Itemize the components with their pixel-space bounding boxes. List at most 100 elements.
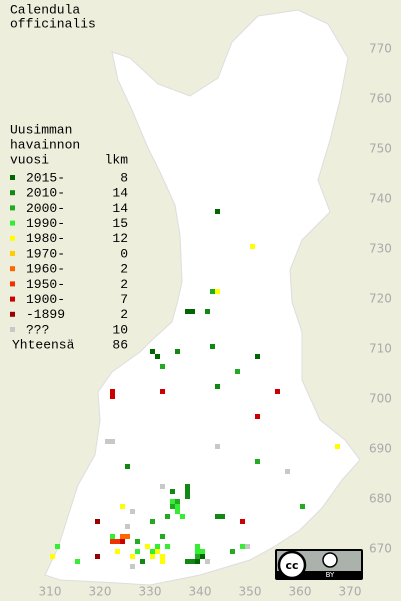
observation-square bbox=[240, 519, 245, 524]
observation-square bbox=[120, 534, 125, 539]
observation-square bbox=[170, 489, 175, 494]
observation-square bbox=[210, 344, 215, 349]
observation-square bbox=[200, 549, 205, 554]
observation-square bbox=[120, 539, 125, 544]
observation-square bbox=[50, 554, 55, 559]
badge-label: BY bbox=[326, 571, 335, 579]
y-tick-label: 710 bbox=[369, 342, 392, 356]
x-tick-label: 330 bbox=[139, 585, 162, 599]
legend-heading: vuosi bbox=[10, 152, 49, 167]
observation-square bbox=[175, 509, 180, 514]
observation-square bbox=[180, 514, 185, 519]
observation-square bbox=[275, 389, 280, 394]
legend-count: 10 bbox=[112, 322, 128, 337]
observation-square bbox=[195, 554, 200, 559]
legend-swatch bbox=[10, 311, 15, 317]
observation-square bbox=[195, 559, 200, 564]
observation-square bbox=[55, 544, 60, 549]
y-tick-label: 740 bbox=[369, 192, 392, 206]
license-badge: cc BY bbox=[275, 549, 363, 580]
legend-count: 14 bbox=[112, 201, 128, 216]
legend-count: 2 bbox=[120, 307, 128, 322]
observation-square bbox=[130, 509, 135, 514]
observation-square bbox=[155, 544, 160, 549]
legend-swatch bbox=[10, 251, 15, 256]
observation-square bbox=[160, 389, 165, 394]
observation-square bbox=[160, 554, 165, 559]
observation-square bbox=[220, 514, 225, 519]
finland-outline bbox=[44, 9, 361, 586]
legend-label: 1970- bbox=[26, 246, 65, 261]
observation-square bbox=[115, 549, 120, 554]
observation-square bbox=[130, 554, 135, 559]
observation-square bbox=[215, 209, 220, 214]
legend-total-label: Yhteensä bbox=[12, 337, 75, 352]
legend-count: 8 bbox=[120, 170, 128, 185]
observation-square bbox=[125, 534, 130, 539]
legend-swatch bbox=[10, 327, 15, 332]
observation-square bbox=[230, 549, 235, 554]
y-tick-label: 690 bbox=[369, 442, 392, 456]
observation-square bbox=[255, 414, 260, 419]
observation-square bbox=[235, 369, 240, 374]
observation-square bbox=[155, 354, 160, 359]
observation-square bbox=[215, 514, 220, 519]
legend-heading: Uusimman bbox=[10, 122, 72, 137]
observation-square bbox=[190, 559, 195, 564]
legend-label: ??? bbox=[26, 322, 49, 337]
observation-square bbox=[285, 469, 290, 474]
observation-square bbox=[190, 309, 195, 314]
observation-square bbox=[160, 484, 165, 489]
observation-square bbox=[170, 504, 175, 509]
observation-square bbox=[110, 389, 115, 394]
legend-count: 2 bbox=[120, 277, 128, 292]
observation-square bbox=[165, 514, 170, 519]
observation-square bbox=[215, 384, 220, 389]
legend-label: 1980- bbox=[26, 231, 65, 246]
observation-square bbox=[165, 544, 170, 549]
x-tick-label: 340 bbox=[189, 585, 212, 599]
cc-logo: cc bbox=[285, 559, 298, 572]
observation-square bbox=[95, 554, 100, 559]
observation-square bbox=[175, 349, 180, 354]
observation-square bbox=[105, 439, 110, 444]
observation-square bbox=[255, 354, 260, 359]
observation-square bbox=[145, 544, 150, 549]
observation-square bbox=[120, 504, 125, 509]
observation-square bbox=[170, 499, 175, 504]
observation-square bbox=[215, 289, 220, 294]
y-tick-label: 770 bbox=[369, 42, 392, 56]
legend-count: 7 bbox=[120, 292, 128, 307]
observation-square bbox=[245, 544, 250, 549]
observation-square bbox=[195, 544, 200, 549]
observation-square bbox=[110, 539, 115, 544]
legend-count: 15 bbox=[112, 216, 128, 231]
x-tick-label: 350 bbox=[239, 585, 262, 599]
observation-square bbox=[185, 489, 190, 494]
observation-square bbox=[185, 484, 190, 489]
x-tick-label: 310 bbox=[39, 585, 62, 599]
legend-count: 2 bbox=[120, 262, 128, 277]
observation-square bbox=[150, 549, 155, 554]
legend-label: 1990- bbox=[26, 216, 65, 231]
observation-square bbox=[150, 519, 155, 524]
legend-label: -1899 bbox=[26, 307, 65, 322]
observation-square bbox=[110, 394, 115, 399]
legend-count: 12 bbox=[112, 231, 128, 246]
legend-label: 1960- bbox=[26, 262, 65, 277]
legend-swatch bbox=[10, 281, 15, 287]
legend-swatch bbox=[10, 266, 15, 272]
observation-square bbox=[125, 464, 130, 469]
observation-square bbox=[195, 549, 200, 554]
observation-square bbox=[155, 549, 160, 554]
y-tick-label: 670 bbox=[369, 542, 392, 556]
observation-square bbox=[185, 494, 190, 499]
observation-square bbox=[240, 544, 245, 549]
observation-square bbox=[110, 439, 115, 444]
y-tick-label: 750 bbox=[369, 142, 392, 156]
observation-square bbox=[205, 309, 210, 314]
legend-swatch bbox=[10, 175, 15, 180]
observation-square bbox=[210, 289, 215, 294]
observation-square bbox=[150, 349, 155, 354]
observation-square bbox=[335, 444, 340, 449]
